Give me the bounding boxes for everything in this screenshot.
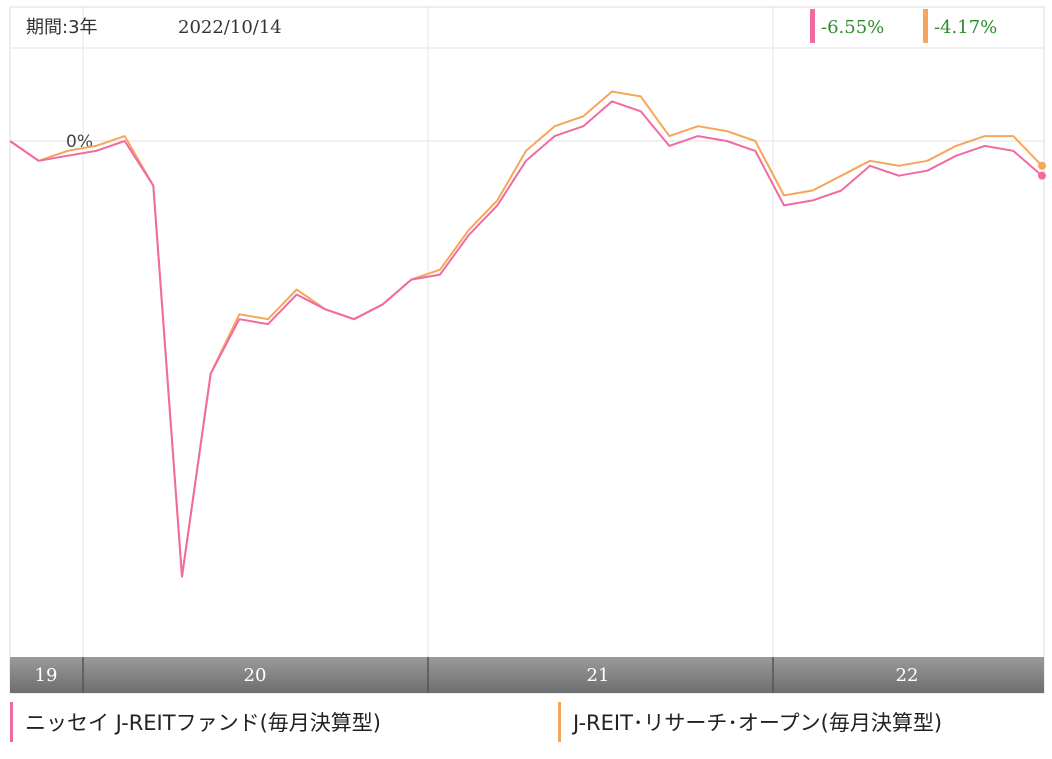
- x-axis-band: 19 20 21 22: [10, 657, 1044, 693]
- legend-label-2: J-REIT･リサーチ･オープン(毎月決算型): [573, 711, 943, 735]
- grid-lines: [10, 7, 1044, 657]
- series-lines: [9, 90, 1046, 578]
- date-label: 2022/10/14: [178, 17, 282, 38]
- series-2-marker: [923, 9, 928, 43]
- legend-swatch-2: [558, 702, 561, 742]
- legend-label-1: ニッセイ J-REITファンド(毎月決算型): [25, 711, 381, 735]
- period-label: 期間:3年: [26, 17, 98, 38]
- series-end-point-2: [1038, 161, 1046, 170]
- plot-frame: [9, 6, 1045, 694]
- series-1-marker: [810, 9, 815, 43]
- x-tick-label: 21: [587, 665, 610, 686]
- x-tick-label: 22: [896, 665, 919, 686]
- x-tick-label: 20: [244, 665, 267, 686]
- x-axis-bar: [10, 657, 1044, 693]
- series-end-point-1: [1038, 171, 1046, 180]
- chart: 期間:3年 2022/10/14 -6.55% -4.17% 0% 19 20 …: [9, 6, 1046, 694]
- series-1-end-value: -6.55%: [821, 17, 884, 38]
- legend-item-1: ニッセイ J-REITファンド(毎月決算型): [10, 702, 381, 742]
- legend-item-2: J-REIT･リサーチ･オープン(毎月決算型): [558, 702, 942, 742]
- series-2-end-value: -4.17%: [934, 17, 997, 38]
- x-tick-label: 19: [35, 665, 58, 686]
- legend-swatch-1: [10, 702, 13, 742]
- series-line-1: [9, 100, 1043, 578]
